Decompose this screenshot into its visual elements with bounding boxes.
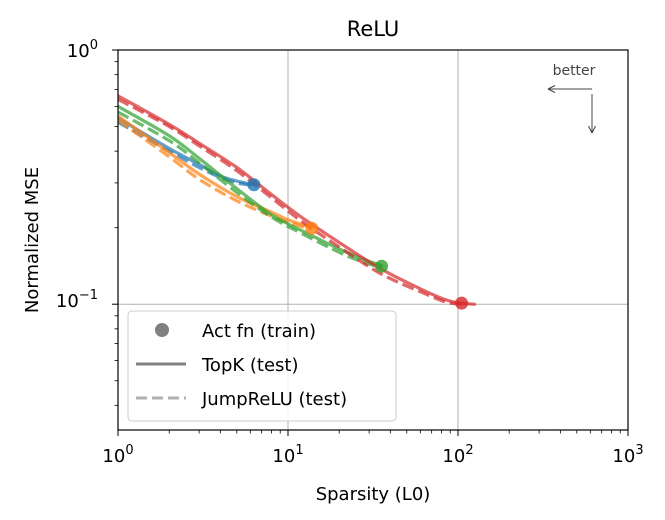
- y-tick-labels: 10−1 100: [56, 38, 98, 312]
- chart-title: ReLU: [347, 17, 400, 41]
- jumprelu-series-line: [118, 97, 462, 306]
- legend-marker-dot: [155, 323, 169, 337]
- better-arrow-down-head: [588, 125, 596, 134]
- x-axis-label: Sparsity (L0): [316, 484, 431, 505]
- legend-entry-label: Act fn (train): [202, 321, 316, 342]
- topk-series-line: [118, 104, 384, 268]
- train-point-marker: [247, 178, 261, 192]
- legend-entry-label: JumpReLU (test): [201, 389, 347, 410]
- legend: Act fn (train) TopK (test) JumpReLU (tes…: [127, 310, 397, 422]
- x-tick-label: 101: [272, 443, 303, 467]
- train-point-marker: [375, 259, 389, 273]
- x-tick-label: 100: [102, 443, 133, 467]
- axis-ticks: [112, 49, 629, 436]
- topk-series-line: [118, 114, 314, 230]
- legend-box: [127, 310, 397, 422]
- series-layer: [118, 94, 477, 310]
- y-axis-label: Normalized MSE: [22, 167, 43, 313]
- legend-entry-label: TopK (test): [201, 355, 299, 376]
- better-arrow-left-head: [547, 85, 556, 93]
- better-label: better: [553, 63, 596, 79]
- y-tick-label: 100: [67, 38, 98, 62]
- x-tick-label: 102: [442, 443, 473, 467]
- train-point-marker: [305, 221, 319, 235]
- topk-series-line: [118, 94, 477, 306]
- jumprelu-series-line: [118, 118, 313, 231]
- x-tick-labels: 100 101 102 103: [102, 443, 643, 467]
- train-point-marker: [455, 296, 469, 310]
- x-tick-label: 103: [612, 443, 643, 467]
- better-annotation: better: [547, 63, 596, 134]
- y-tick-label: 10−1: [56, 288, 98, 312]
- axes-frame: [117, 49, 629, 431]
